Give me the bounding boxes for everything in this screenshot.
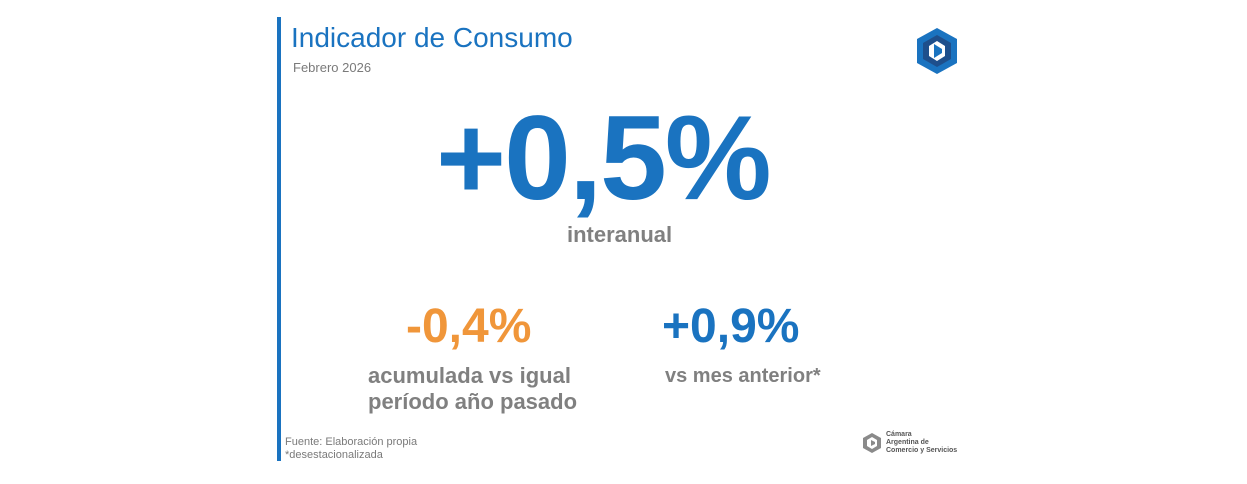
month-over-month-value: +0,9% [662, 300, 800, 353]
footnote: Fuente: Elaboración propia *desestaciona… [285, 436, 417, 462]
interannual-label: interanual [567, 222, 673, 247]
cumulative-label-line2: período año pasado [368, 389, 578, 414]
footer-logo: Cámara Argentina de Comercio y Servicios [862, 431, 957, 455]
page-subtitle: Febrero 2026 [293, 60, 372, 75]
accent-bar [277, 17, 281, 461]
source-note: Fuente: Elaboración propia [285, 436, 418, 448]
cumulative-label-line1: acumulada vs igual [368, 363, 571, 388]
month-over-month-label: vs mes anterior* [665, 365, 821, 387]
page-title: Indicador de Consumo [291, 22, 573, 53]
cumulative-value: -0,4% [406, 300, 532, 353]
cumulative-label: acumulada vs igual período año pasado [368, 363, 608, 415]
org-line1: Cámara [886, 431, 912, 438]
footer-org-name: Cámara Argentina de Comercio y Servicios [886, 431, 957, 455]
org-line2: Argentina de [886, 439, 929, 446]
org-line3: Comercio y Servicios [886, 447, 958, 454]
cac-small-logo-icon [863, 433, 881, 453]
interannual-value: +0,5% [436, 91, 772, 225]
cac-hexagon-logo-icon [914, 26, 960, 76]
seasonal-note: *desestacionalizada [285, 449, 383, 461]
